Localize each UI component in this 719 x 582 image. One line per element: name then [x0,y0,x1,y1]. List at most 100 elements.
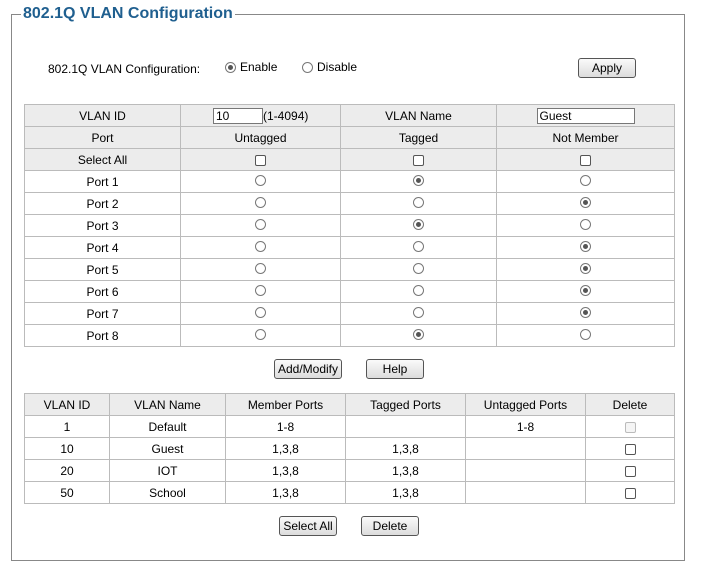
vlan-list-header-row: VLAN ID VLAN Name Member Ports Tagged Po… [24,393,675,416]
port-5-untagged-radio[interactable] [255,262,266,274]
delete-button[interactable]: Delete [361,516,419,536]
vlan-id-range: (1-4094) [263,108,309,123]
port-2-tagged-radio[interactable] [413,196,424,208]
vlan-id-cell: 1 [24,415,110,438]
port-1-tagged-radio[interactable] [413,174,424,186]
port-row: Port 1 [24,170,675,193]
port-label: Port 1 [24,170,181,193]
col-vlan-name: VLAN Name [109,393,226,416]
delete-checkbox[interactable] [624,487,636,499]
port-4-not-member-radio[interactable] [580,240,591,252]
vlan-row: 10 Guest 1,3,8 1,3,8 [24,437,675,460]
vlan-config-label: 802.1Q VLAN Configuration: [48,62,201,76]
vlan-name-cell: School [109,481,226,504]
vlan-name-input[interactable] [536,108,635,125]
enable-option[interactable]: Enable [225,60,277,74]
port-2-untagged-radio[interactable] [255,196,266,208]
port-label: Port 5 [24,258,181,281]
port-label: Port 8 [24,324,181,347]
port-4-untagged-radio[interactable] [255,240,266,252]
port-row: Port 8 [24,324,675,347]
col-delete: Delete [585,393,675,416]
vlan-row: 1 Default 1-8 1-8 [24,415,675,438]
port-label: Port 4 [24,236,181,259]
vlan-list-table: VLAN ID VLAN Name Member Ports Tagged Po… [24,393,675,504]
member-ports-cell: 1,3,8 [225,481,346,504]
port-8-tagged-radio[interactable] [413,328,424,340]
delete-checkbox[interactable] [624,443,636,455]
vlan-name-cell: IOT [109,459,226,482]
vlan-row: 50 School 1,3,8 1,3,8 [24,481,675,504]
port-label: Port 3 [24,214,181,237]
vlan-info-row: VLAN ID (1-4094) VLAN Name [24,104,675,127]
port-label: Port 7 [24,302,181,325]
port-row: Port 7 [24,302,675,325]
port-1-untagged-radio[interactable] [255,174,266,186]
header-tagged: Tagged [340,126,497,149]
vlan-editor-table: VLAN ID (1-4094) VLAN Name Port Untagged… [24,104,675,347]
port-7-untagged-radio[interactable] [255,306,266,318]
port-2-not-member-radio[interactable] [580,196,591,208]
untagged-ports-cell [465,459,586,482]
member-ports-cell: 1,3,8 [225,437,346,460]
select-all-label: Select All [24,148,181,171]
vlan-id-cell: 20 [24,459,110,482]
disable-option[interactable]: Disable [302,60,357,74]
select-all-not-member-checkbox[interactable] [580,154,591,166]
vlan-name-cell: Guest [109,437,226,460]
vlan-config-panel [11,14,685,561]
port-row: Port 5 [24,258,675,281]
untagged-ports-cell [465,481,586,504]
vlan-name-label: VLAN Name [340,104,497,127]
port-6-not-member-radio[interactable] [580,284,591,296]
port-row: Port 2 [24,192,675,215]
port-5-not-member-radio[interactable] [580,262,591,274]
help-button[interactable]: Help [366,359,424,379]
untagged-ports-cell: 1-8 [465,415,586,438]
tagged-ports-cell: 1,3,8 [345,481,466,504]
port-row: Port 3 [24,214,675,237]
port-8-not-member-radio[interactable] [580,328,591,340]
disable-radio[interactable] [302,61,313,73]
port-6-untagged-radio[interactable] [255,284,266,296]
port-label: Port 2 [24,192,181,215]
col-vlan-id: VLAN ID [24,393,110,416]
vlan-id-cell: 10 [24,437,110,460]
port-5-tagged-radio[interactable] [413,262,424,274]
select-all-untagged-checkbox[interactable] [255,154,266,166]
port-3-tagged-radio[interactable] [413,218,424,230]
vlan-id-cell: (1-4094) [180,104,341,127]
port-3-not-member-radio[interactable] [580,218,591,230]
port-7-not-member-radio[interactable] [580,306,591,318]
tagged-ports-cell [345,415,466,438]
col-tagged-ports: Tagged Ports [345,393,466,416]
port-1-not-member-radio[interactable] [580,174,591,186]
vlan-row: 20 IOT 1,3,8 1,3,8 [24,459,675,482]
header-not-member: Not Member [496,126,675,149]
enable-radio[interactable] [225,61,236,73]
vlan-name-cell [496,104,675,127]
delete-checkbox [624,421,636,433]
editor-header-row: Port Untagged Tagged Not Member [24,126,675,149]
vlan-name-cell: Default [109,415,226,438]
vlan-id-input[interactable] [213,108,263,125]
port-4-tagged-radio[interactable] [413,240,424,252]
port-8-untagged-radio[interactable] [255,328,266,340]
delete-checkbox[interactable] [624,465,636,477]
tagged-ports-cell: 1,3,8 [345,459,466,482]
page-title: 802.1Q VLAN Configuration [21,4,235,24]
untagged-ports-cell [465,437,586,460]
enable-label: Enable [240,60,278,74]
col-member-ports: Member Ports [225,393,346,416]
select-all-button[interactable]: Select All [279,516,337,536]
port-6-tagged-radio[interactable] [413,284,424,296]
add-modify-button[interactable]: Add/Modify [274,359,342,379]
apply-button[interactable]: Apply [578,58,636,78]
select-all-tagged-checkbox[interactable] [413,154,424,166]
header-untagged: Untagged [180,126,341,149]
port-7-tagged-radio[interactable] [413,306,424,318]
port-3-untagged-radio[interactable] [255,218,266,230]
vlan-id-label: VLAN ID [24,104,181,127]
vlan-id-cell: 50 [24,481,110,504]
member-ports-cell: 1-8 [225,415,346,438]
